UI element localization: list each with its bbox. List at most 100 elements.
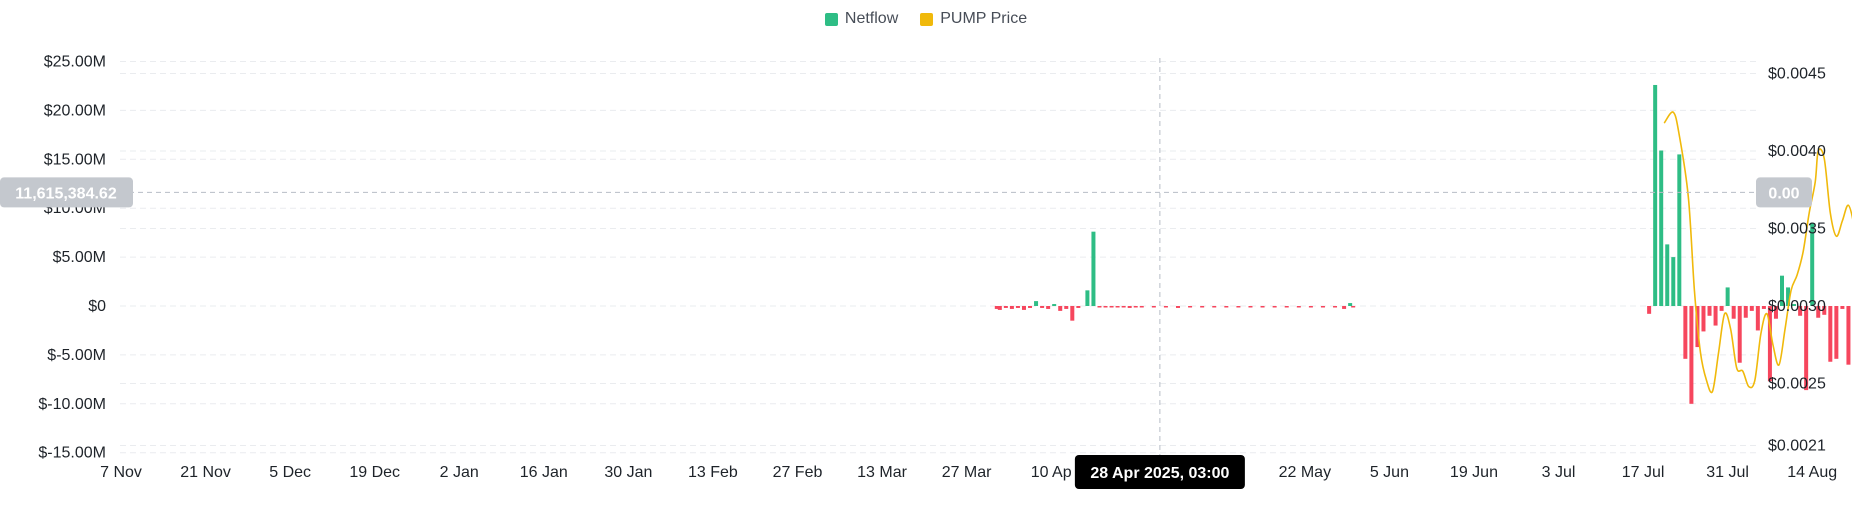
netflow-bar — [1070, 306, 1075, 321]
netflow-bar — [1683, 306, 1688, 359]
netflow-bar — [1109, 306, 1114, 308]
x-tick-label: 13 Feb — [688, 464, 738, 481]
x-tick-label: 7 Nov — [100, 464, 142, 481]
x-tick-label: 17 Jul — [1622, 464, 1665, 481]
netflow-bar — [1034, 301, 1039, 306]
netflow-bar — [1671, 257, 1676, 306]
x-tick-label: 31 Jul — [1706, 464, 1749, 481]
y-left-tick-label: $-10.00M — [38, 396, 106, 413]
netflow-bar — [1188, 306, 1193, 308]
netflow-bar — [1767, 306, 1772, 382]
netflow-bar — [1828, 306, 1833, 362]
crosshair-x-label-box — [1074, 455, 1245, 489]
netflow-bar — [997, 306, 1002, 310]
netflow-bar — [1320, 306, 1325, 308]
netflow-bar — [1224, 306, 1229, 308]
netflow-bar — [1091, 231, 1096, 306]
x-tick-label: 19 Dec — [349, 464, 400, 481]
netflow-bar — [1212, 306, 1217, 308]
x-tick-label: 27 Mar — [942, 464, 992, 481]
netflow-bar — [1236, 306, 1241, 308]
netflow-bar — [1804, 306, 1809, 391]
price-line — [1663, 111, 1852, 394]
netflow-bar — [994, 306, 999, 309]
y-right-tick-label: $0.0021 — [1768, 438, 1826, 455]
netflow-bar — [1846, 306, 1851, 365]
netflow-bar — [1260, 306, 1265, 308]
y-axis-left: $25.00M$20.00M$15.00M$10.00M$5.00M$0$-5.… — [38, 54, 106, 462]
netflow-bar — [1333, 306, 1338, 308]
x-axis: 7 Nov 21 Nov 5 Dec 19 Dec 2 Jan 16 Jan 30 Jan 1… — [100, 464, 1837, 481]
netflow-bar — [1015, 306, 1020, 308]
y-left-tick-label: $5.00M — [53, 249, 106, 266]
netflow-bar — [1677, 154, 1682, 306]
legend-item-pump-price[interactable]: PUMP Price — [920, 8, 1027, 30]
legend-label-pump-price: PUMP Price — [940, 10, 1028, 27]
x-tick-label: 13 Mar — [857, 464, 907, 481]
netflow-bars — [994, 84, 1851, 404]
netflow-bar — [1296, 306, 1301, 308]
netflow-bar — [1052, 304, 1057, 306]
x-tick-label: 22 May — [1279, 464, 1331, 481]
y-right-tick-label: $0.0035 — [1768, 221, 1826, 238]
netflow-bar — [1085, 290, 1090, 306]
crosshair-right-label: 0.00 — [1768, 185, 1799, 202]
x-tick-label: 10 Ap — [1031, 464, 1072, 481]
netflow-bar — [1773, 306, 1778, 319]
netflow-bar — [1151, 306, 1156, 308]
netflow-bar — [1272, 306, 1277, 308]
netflow-bar — [1749, 306, 1754, 311]
netflow-bar — [1780, 275, 1784, 306]
netflow-bar — [1653, 84, 1658, 306]
netflow-bar — [1701, 306, 1706, 332]
y-left-tick-label: $-15.00M — [38, 445, 106, 462]
chart-legend: Netflow PUMP Price — [0, 8, 1852, 30]
netflow-bar — [1816, 306, 1821, 318]
crosshair: 11,615,384.62 0.00 28 Apr 2025, 03:00 — [0, 58, 1812, 489]
netflow-bar — [1792, 304, 1797, 306]
legend-label-netflow: Netflow — [844, 10, 899, 27]
crosshair-left-label: 11,615,384.62 — [15, 185, 117, 202]
netflow-bar — [1097, 306, 1102, 308]
x-tick-label: 5 Jun — [1370, 464, 1409, 481]
netflow-bar — [1725, 287, 1730, 306]
netflow-bar — [1163, 306, 1168, 308]
y-axis-right: $0.0045 $0.0040 $0.0035 $0.0030 $0.0025 $0.00… — [1768, 66, 1826, 455]
y-right-tick-label: $0.0040 — [1768, 143, 1826, 160]
netflow-bar — [1647, 306, 1652, 314]
netflow-bar — [1103, 306, 1108, 308]
netflow-bar — [1342, 306, 1347, 309]
x-tick-label: 3 Jul — [1542, 464, 1576, 481]
y-left-tick-label: $0 — [88, 298, 106, 315]
grid-lines — [120, 61, 1760, 454]
crosshair-right-label-box — [1756, 177, 1812, 208]
netflow-bar — [1076, 306, 1081, 308]
y-left-tick-label: $-5.00M — [47, 347, 106, 364]
y-left-tick-label: $15.00M — [44, 151, 106, 168]
netflow-bar — [1840, 306, 1845, 309]
x-tick-label: 19 Jun — [1450, 464, 1498, 481]
netflow-bar — [1064, 306, 1069, 309]
netflow-bar — [1308, 306, 1313, 308]
netflow-bar — [1659, 150, 1664, 306]
y-left-tick-label: $25.00M — [44, 54, 106, 71]
netflow-bar — [1743, 306, 1748, 318]
netflow-bar — [1248, 306, 1253, 308]
netflow-bar — [1046, 306, 1051, 309]
x-tick-label: 30 Jan — [604, 464, 652, 481]
netflow-bar — [1028, 306, 1033, 308]
netflow-bar — [1755, 306, 1760, 331]
netflow-bar — [1003, 306, 1008, 308]
netflow-bar — [1689, 306, 1694, 404]
netflow-bar — [1719, 306, 1724, 311]
x-tick-label: 5 Dec — [269, 464, 311, 481]
netflow-bar — [1133, 306, 1138, 308]
x-tick-label: 2 Jan — [440, 464, 479, 481]
netflow-bar — [1040, 306, 1045, 308]
netflow-bar — [1058, 306, 1063, 311]
x-tick-label: 16 Jan — [520, 464, 568, 481]
netflow-bar — [1798, 306, 1803, 316]
legend-item-netflow[interactable]: Netflow — [824, 8, 899, 30]
price-line-path — [1663, 111, 1852, 394]
